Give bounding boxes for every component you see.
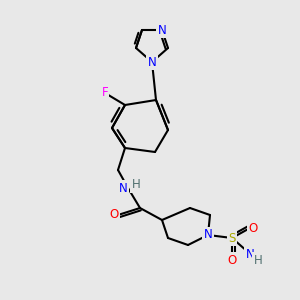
Text: H: H bbox=[254, 254, 262, 266]
Text: O: O bbox=[248, 221, 258, 235]
Text: O: O bbox=[110, 208, 118, 221]
Text: N: N bbox=[148, 56, 156, 68]
Text: O: O bbox=[227, 254, 237, 266]
Text: N: N bbox=[118, 182, 127, 194]
Text: N: N bbox=[158, 23, 166, 37]
Text: S: S bbox=[228, 232, 236, 244]
Text: H: H bbox=[132, 178, 140, 191]
Text: F: F bbox=[102, 86, 108, 100]
Text: N: N bbox=[246, 248, 254, 262]
Text: N: N bbox=[204, 229, 212, 242]
